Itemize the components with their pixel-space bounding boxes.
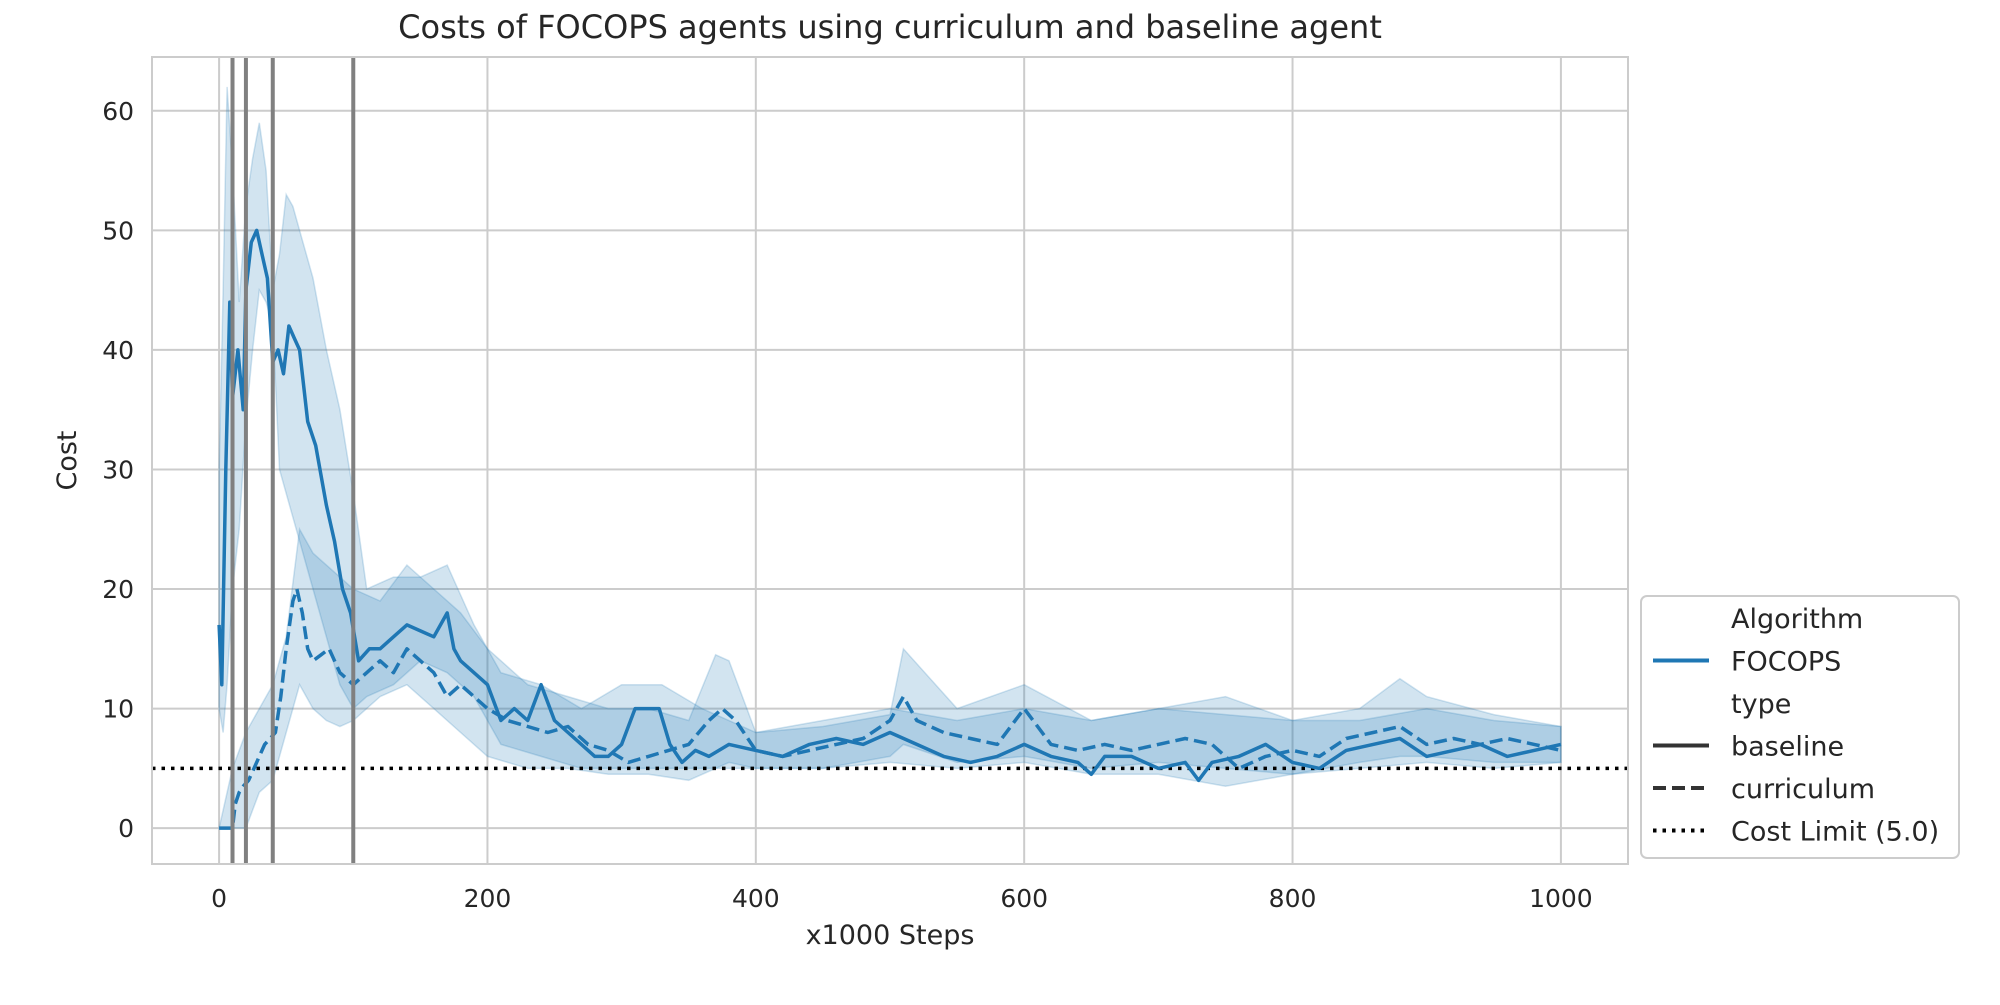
- series-baseline-line: [217, 228, 1562, 783]
- grid-lines: [152, 57, 1628, 864]
- series-lines: [217, 228, 1562, 830]
- band-curriculum: [218, 526, 1562, 829]
- y-tick-label: 20: [102, 575, 134, 604]
- legend-label: curriculum: [1731, 774, 1875, 805]
- legend-label: Cost Limit (5.0): [1731, 817, 1939, 848]
- legend-label: FOCOPS: [1731, 647, 1841, 678]
- x-axis-label: x1000 Steps: [806, 920, 975, 951]
- legend-label: baseline: [1731, 732, 1844, 763]
- legend: Algorithm FOCOPS type baseline curriculum Cos…: [1640, 595, 1960, 859]
- plot-frame: [151, 56, 1629, 865]
- y-tick-label: 10: [102, 695, 134, 724]
- y-tick-label: 30: [102, 455, 134, 484]
- tick-labels: 0 200 400 600 800 1000 0 10 20 30 40 50 60: [102, 97, 1593, 913]
- x-tick-label: 800: [1269, 884, 1317, 913]
- series-curriculum-line: [219, 587, 1562, 830]
- y-tick-label: 60: [102, 97, 134, 126]
- legend-label: type: [1731, 689, 1791, 720]
- band-baseline: [218, 86, 1562, 788]
- y-tick-label: 0: [118, 814, 134, 843]
- y-axis-label: Cost: [52, 430, 83, 490]
- x-tick-label: 1000: [1529, 884, 1593, 913]
- x-tick-label: 600: [1000, 884, 1048, 913]
- y-tick-label: 50: [102, 216, 134, 245]
- legend-box: [1640, 595, 1960, 859]
- x-tick-label: 0: [211, 884, 227, 913]
- confidence-bands: [218, 86, 1562, 829]
- x-tick-label: 200: [464, 884, 512, 913]
- curriculum-stage-lines: [230, 57, 356, 864]
- x-tick-label: 400: [732, 884, 780, 913]
- y-tick-label: 40: [102, 336, 134, 365]
- chart-title: Costs of FOCOPS agents using curriculum …: [398, 8, 1382, 46]
- legend-label: Algorithm: [1731, 604, 1863, 635]
